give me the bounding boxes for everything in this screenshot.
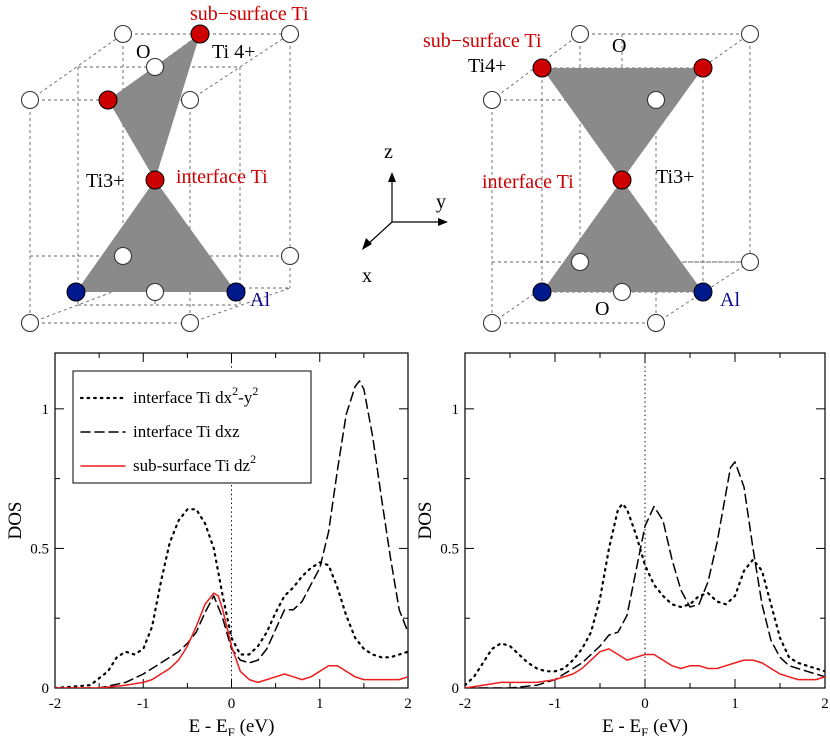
- right-oxygen-atom: [570, 252, 590, 272]
- left-oxygen-atom: [145, 282, 165, 302]
- right-corner-atom: [740, 252, 760, 272]
- right-oxygen-atom: [612, 282, 632, 302]
- right-upper-octahedron: [542, 68, 703, 180]
- x-tick-label: 2: [404, 696, 412, 712]
- right-interface-ti-atom: [612, 170, 632, 190]
- series-line-dashed: [465, 461, 825, 688]
- left-structure-diagram: sub−surface Ti O Ti 4+ Ti3+ interface Ti…: [20, 3, 309, 333]
- y-axis-label: DOS: [5, 501, 26, 539]
- left-upper-octahedron: [108, 34, 200, 180]
- left-corner-atom: [280, 24, 300, 44]
- x-tick-label: -2: [49, 696, 62, 712]
- axis-x-label: x: [362, 265, 372, 287]
- left-oxygen-atom: [180, 90, 200, 110]
- series-line-dashed: [55, 380, 408, 688]
- coordinate-axes-glyph: [362, 172, 448, 250]
- x-tick-label: -1: [549, 696, 562, 712]
- left-al-label: Al: [250, 289, 270, 311]
- axis-y-label: y: [436, 191, 446, 213]
- left-lower-octahedron: [76, 180, 236, 292]
- series-line-solid: [55, 592, 408, 688]
- left-ti3-label: Ti3+: [86, 170, 124, 192]
- right-ti4-label: Ti4+: [468, 55, 506, 77]
- right-sub-surface-label: sub−surface Ti: [423, 30, 542, 52]
- x-axis-label: E - EF (eV): [189, 716, 275, 736]
- right-ti4-atom: [693, 58, 713, 78]
- legend-box: [72, 370, 312, 484]
- left-corner-atom: [280, 246, 300, 266]
- right-oxygen-atom: [646, 90, 666, 110]
- series-line-solid: [465, 648, 825, 688]
- right-oxygen-atoms: [482, 24, 760, 333]
- x-tick-label: 1: [731, 696, 739, 712]
- right-corner-atom: [740, 24, 760, 44]
- left-corner-atom: [20, 313, 40, 333]
- left-al-atom: [226, 282, 246, 302]
- left-corner-atom: [180, 313, 200, 333]
- right-o-bottom-label: O: [595, 298, 609, 320]
- right-structure-diagram: sub−surface Ti O Ti4+ interface Ti Ti3+ …: [423, 24, 760, 333]
- left-o-label: O: [136, 41, 150, 63]
- left-sub-surface-ti-atom: [190, 24, 210, 44]
- left-oxygen-atom: [113, 246, 133, 266]
- legend-entry-label: interface Ti dx2-y2: [133, 384, 258, 407]
- right-corner-atom: [570, 24, 590, 44]
- y-tick-label: 0.5: [440, 541, 459, 557]
- right-al-atom: [532, 282, 552, 302]
- x-tick-label: 2: [821, 696, 829, 712]
- right-interface-label: interface Ti: [482, 171, 574, 193]
- legend-entry-label: sub-surface Ti dz2: [133, 452, 256, 475]
- right-corner-atom: [482, 90, 502, 110]
- x-tick-label: -1: [137, 696, 150, 712]
- left-corner-atom: [20, 90, 40, 110]
- y-axis-label: DOS: [415, 501, 436, 539]
- right-ti3-label: Ti3+: [656, 166, 694, 188]
- y-tick-label: 0: [42, 681, 50, 697]
- right-lower-octahedron: [542, 180, 703, 292]
- right-al-atom: [693, 282, 713, 302]
- right-al-label: Al: [720, 289, 740, 311]
- y-tick-label: 0.5: [30, 541, 49, 557]
- left-interface-ti-atom: [145, 170, 165, 190]
- left-sub-surface-label: sub−surface Ti: [190, 3, 309, 25]
- y-tick-label: 0: [452, 681, 460, 697]
- right-corner-atom: [646, 313, 666, 333]
- legend-entry-label: interface Ti dxz: [133, 422, 240, 441]
- left-ti4-atom: [98, 90, 118, 110]
- left-al-atom: [66, 282, 86, 302]
- x-tick-label: -2: [459, 696, 472, 712]
- series-line-dotted: [55, 508, 408, 688]
- y-tick-label: 1: [452, 402, 460, 418]
- left-oxygen-atom: [145, 57, 165, 77]
- x-tick-label: 0: [641, 696, 649, 712]
- y-tick-label: 1: [42, 402, 50, 418]
- left-dos-chart: -2 -1 0 1 2 0 0.5 1 E - EF (eV) DOS interface Ti d…: [5, 352, 412, 736]
- left-corner-atom: [113, 24, 133, 44]
- axis-z-label: z: [384, 141, 393, 163]
- left-oxygen-atoms: [20, 24, 300, 333]
- x-tick-label: 1: [316, 696, 324, 712]
- right-o-top-label: O: [612, 35, 626, 57]
- right-corner-atom: [482, 313, 502, 333]
- right-sub-surface-ti-atom: [532, 58, 552, 78]
- right-dos-chart: -2 -1 0 1 2 0 0.5 1 E - EF (eV) DOS: [415, 352, 829, 736]
- x-tick-label: 0: [228, 696, 236, 712]
- x-axis-label: E - EF (eV): [602, 716, 688, 736]
- left-ti4-label: Ti 4+: [212, 41, 255, 63]
- left-interface-label: interface Ti: [176, 166, 268, 188]
